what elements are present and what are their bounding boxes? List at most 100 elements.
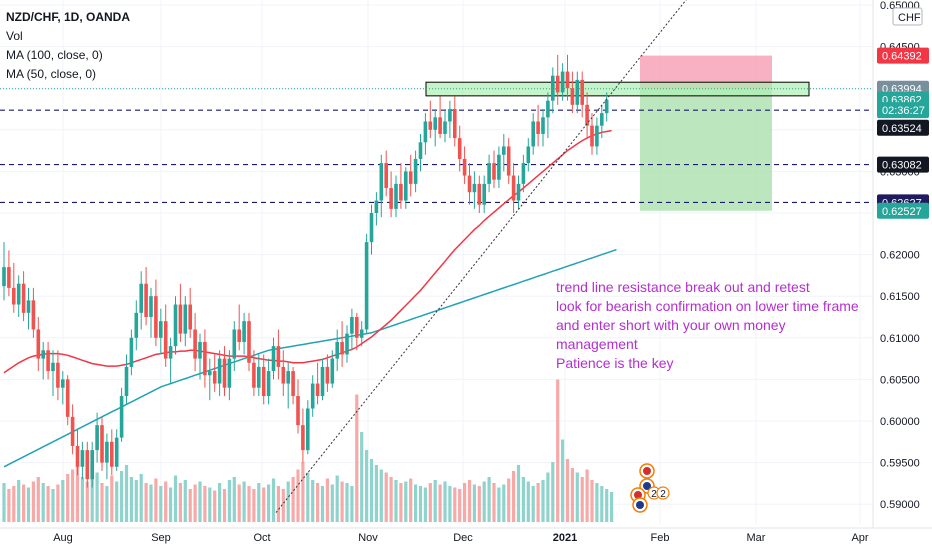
candle-body[interactable] [149,296,153,317]
candle-body[interactable] [325,366,330,384]
candle-body[interactable] [227,358,232,388]
candle-body[interactable] [154,296,158,338]
candle-body[interactable] [232,329,237,359]
symbol-title[interactable]: NZD/CHF, 1D, OANDA [6,10,131,24]
candle-body[interactable] [497,154,501,180]
candle-body[interactable] [193,329,197,359]
ma50-line[interactable] [3,129,612,374]
price-label-box[interactable] [877,202,929,219]
candle-body[interactable] [124,366,129,397]
candle-body[interactable] [26,300,31,313]
candle-body[interactable] [119,396,124,438]
take-profit-zone[interactable] [640,88,772,211]
candle-body[interactable] [369,213,374,243]
candle-body[interactable] [394,183,398,209]
candle-body[interactable] [575,79,580,105]
candle-body[interactable] [472,183,477,193]
candle-body[interactable] [2,267,6,287]
candle-body[interactable] [129,337,134,367]
candle-body[interactable] [585,104,589,126]
candle-body[interactable] [570,88,575,105]
candle-body[interactable] [56,362,60,388]
candle-body[interactable] [271,346,276,372]
ma50-indicator-label[interactable]: MA (50, close, 0) [6,67,97,81]
candle-body[interactable] [144,283,148,317]
candle-body[interactable] [546,100,550,118]
candle-body[interactable] [536,121,540,134]
candle-body[interactable] [408,171,413,184]
candle-body[interactable] [560,71,565,93]
ma100-indicator-label[interactable]: MA (100, close, 0) [6,48,103,62]
candle-body[interactable] [506,146,511,176]
currency-box[interactable] [892,7,923,26]
price-label-box[interactable] [877,119,929,136]
candle-body[interactable] [448,109,452,122]
candle-body[interactable] [168,346,173,359]
candle-body[interactable] [428,121,433,130]
candle-body[interactable] [281,366,286,384]
candle-body[interactable] [242,321,246,342]
candle-body[interactable] [252,362,256,388]
candle-body[interactable] [159,321,163,338]
candle-body[interactable] [604,99,609,114]
candle-body[interactable] [359,329,364,338]
candle-body[interactable] [487,163,491,184]
price-label[interactable]: 0.64392 [882,51,922,63]
candle-body[interactable] [580,79,584,105]
candle-body[interactable] [404,171,408,201]
candle-body[interactable] [134,312,139,338]
ma100-line[interactable] [3,248,617,468]
candle-body[interactable] [178,304,183,334]
candle-body[interactable] [462,158,467,176]
candle-body[interactable] [208,371,212,376]
candle-body[interactable] [389,188,393,209]
candle-body[interactable] [222,358,227,388]
candle-body[interactable] [247,321,251,363]
candle-body[interactable] [345,333,349,355]
candle-body[interactable] [413,158,418,184]
volume-indicator-label[interactable]: Vol [6,29,23,43]
candle-body[interactable] [70,416,75,446]
candle-body[interactable] [555,75,560,93]
candle-body[interactable] [65,379,70,417]
candle-body[interactable] [600,113,604,126]
candle-body[interactable] [320,366,325,397]
candle-body[interactable] [12,287,16,305]
candle-body[interactable] [114,437,119,467]
candle-body[interactable] [541,117,545,134]
candle-body[interactable] [173,304,178,347]
candle-body[interactable] [203,341,207,376]
price-label[interactable]: 0.63524 [882,123,922,135]
candle-body[interactable] [212,371,217,384]
candle-body[interactable] [217,358,222,384]
candle-body[interactable] [443,121,447,134]
candle-body[interactable] [399,183,403,201]
price-label[interactable]: 02:36:27 [882,105,925,117]
candle-body[interactable] [85,450,90,480]
trend-line[interactable] [275,0,692,513]
candle-body[interactable] [531,121,535,147]
candle-body[interactable] [418,142,423,159]
price-label[interactable]: 0.63082 [882,160,922,172]
candle-body[interactable] [477,183,482,205]
candle-body[interactable] [301,425,305,451]
candle-body[interactable] [296,396,300,426]
price-label-box[interactable] [877,156,929,173]
candle-body[interactable] [90,450,94,480]
candle-body[interactable] [163,321,168,359]
candle-body[interactable] [595,125,599,147]
candle-body[interactable] [340,341,344,355]
candle-body[interactable] [139,283,143,313]
candle-body[interactable] [21,283,26,313]
candle-body[interactable] [565,71,570,89]
candle-body[interactable] [291,371,295,397]
candle-body[interactable] [453,109,457,139]
candle-body[interactable] [526,146,531,164]
candle-body[interactable] [521,163,526,184]
candle-body[interactable] [198,341,202,359]
candle-body[interactable] [511,175,516,201]
candle-body[interactable] [315,383,320,397]
candle-body[interactable] [502,146,506,155]
candle-body[interactable] [100,425,104,463]
